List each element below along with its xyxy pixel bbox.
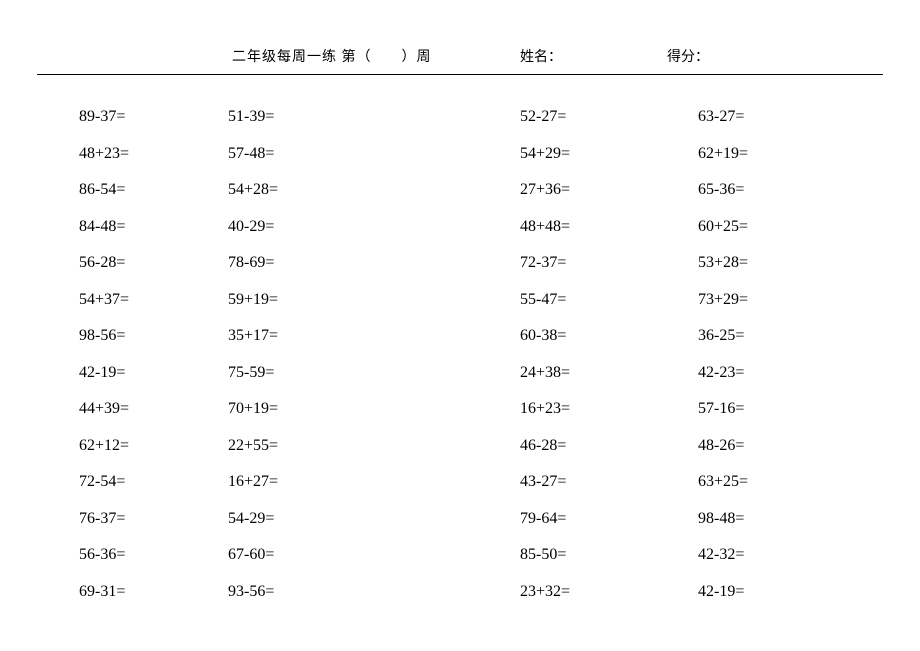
problem-cell: 42-23=: [698, 364, 744, 382]
problem-cell: 85-50=: [520, 546, 566, 564]
problem-cell: 75-59=: [228, 364, 274, 382]
problem-cell: 42-19=: [79, 364, 125, 382]
problem-grid: 89-37= 51-39= 52-27= 63-27= 48+23= 57-48= 54+2…: [0, 108, 920, 619]
problem-cell: 63-27=: [698, 108, 744, 126]
problem-cell: 60-38=: [520, 327, 566, 345]
problem-cell: 57-16=: [698, 400, 744, 418]
problem-cell: 36-25=: [698, 327, 744, 345]
problem-row: 54+37= 59+19= 55-47= 73+29=: [0, 291, 920, 328]
problem-row: 86-54= 54+28= 27+36= 65-36=: [0, 181, 920, 218]
problem-row: 89-37= 51-39= 52-27= 63-27=: [0, 108, 920, 145]
problem-cell: 65-36=: [698, 181, 744, 199]
problem-cell: 42-32=: [698, 546, 744, 564]
header-row: 二年级每周一练 第（ ）周 姓名： 得分：: [0, 46, 920, 70]
problem-cell: 70+19=: [228, 400, 278, 418]
worksheet-page: 二年级每周一练 第（ ）周 姓名： 得分： 89-37= 51-39= 52-27=…: [0, 0, 920, 651]
problem-cell: 43-27=: [520, 473, 566, 491]
problem-cell: 54-29=: [228, 510, 274, 528]
problem-cell: 62+12=: [79, 437, 129, 455]
problem-cell: 51-39=: [228, 108, 274, 126]
problem-cell: 24+38=: [520, 364, 570, 382]
problem-cell: 72-37=: [520, 254, 566, 272]
problem-cell: 55-47=: [520, 291, 566, 309]
problem-cell: 27+36=: [520, 181, 570, 199]
problem-cell: 48-26=: [698, 437, 744, 455]
problem-cell: 93-56=: [228, 583, 274, 601]
problem-row: 44+39= 70+19= 16+23= 57-16=: [0, 400, 920, 437]
problem-cell: 63+25=: [698, 473, 748, 491]
problem-row: 56-28= 78-69= 72-37= 53+28=: [0, 254, 920, 291]
problem-cell: 89-37=: [79, 108, 125, 126]
problem-cell: 84-48=: [79, 218, 125, 236]
problem-cell: 53+28=: [698, 254, 748, 272]
problem-cell: 35+17=: [228, 327, 278, 345]
header-title: 二年级每周一练 第（ ）周: [232, 46, 432, 66]
problem-cell: 78-69=: [228, 254, 274, 272]
problem-cell: 98-48=: [698, 510, 744, 528]
problem-row: 84-48= 40-29= 48+48= 60+25=: [0, 218, 920, 255]
problem-row: 76-37= 54-29= 79-64= 98-48=: [0, 510, 920, 547]
problem-cell: 62+19=: [698, 145, 748, 163]
header-rule: [37, 74, 883, 75]
problem-cell: 59+19=: [228, 291, 278, 309]
problem-cell: 56-36=: [79, 546, 125, 564]
problem-cell: 73+29=: [698, 291, 748, 309]
problem-cell: 57-48=: [228, 145, 274, 163]
problem-cell: 46-28=: [520, 437, 566, 455]
problem-row: 98-56= 35+17= 60-38= 36-25=: [0, 327, 920, 364]
problem-row: 56-36= 67-60= 85-50= 42-32=: [0, 546, 920, 583]
problem-cell: 54+29=: [520, 145, 570, 163]
problem-cell: 42-19=: [698, 583, 744, 601]
problem-cell: 60+25=: [698, 218, 748, 236]
problem-cell: 56-28=: [79, 254, 125, 272]
problem-row: 62+12= 22+55= 46-28= 48-26=: [0, 437, 920, 474]
problem-cell: 86-54=: [79, 181, 125, 199]
problem-cell: 48+23=: [79, 145, 129, 163]
problem-cell: 98-56=: [79, 327, 125, 345]
problem-row: 69-31= 93-56= 23+32= 42-19=: [0, 583, 920, 620]
problem-cell: 54+37=: [79, 291, 129, 309]
problem-cell: 40-29=: [228, 218, 274, 236]
problem-cell: 52-27=: [520, 108, 566, 126]
problem-cell: 69-31=: [79, 583, 125, 601]
problem-cell: 16+27=: [228, 473, 278, 491]
problem-cell: 44+39=: [79, 400, 129, 418]
problem-cell: 76-37=: [79, 510, 125, 528]
header-score-label: 得分：: [667, 46, 709, 66]
problem-row: 42-19= 75-59= 24+38= 42-23=: [0, 364, 920, 401]
problem-cell: 48+48=: [520, 218, 570, 236]
problem-row: 72-54= 16+27= 43-27= 63+25=: [0, 473, 920, 510]
problem-cell: 16+23=: [520, 400, 570, 418]
problem-cell: 22+55=: [228, 437, 278, 455]
problem-cell: 79-64=: [520, 510, 566, 528]
header-name-label: 姓名：: [520, 46, 562, 66]
problem-cell: 72-54=: [79, 473, 125, 491]
problem-row: 48+23= 57-48= 54+29= 62+19=: [0, 145, 920, 182]
problem-cell: 23+32=: [520, 583, 570, 601]
problem-cell: 54+28=: [228, 181, 278, 199]
problem-cell: 67-60=: [228, 546, 274, 564]
